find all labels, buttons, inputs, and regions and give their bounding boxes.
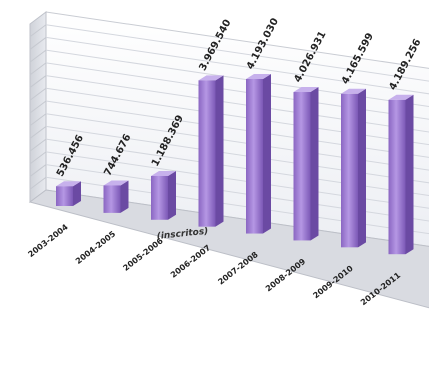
gridline <box>45 100 429 158</box>
gridline <box>29 176 47 190</box>
gridline <box>45 87 429 146</box>
bar <box>293 87 319 241</box>
gridlines <box>29 24 429 235</box>
bar <box>198 75 224 227</box>
gridline <box>29 87 47 101</box>
gridline <box>45 36 429 95</box>
gridline <box>29 164 47 177</box>
gridline <box>45 138 429 197</box>
gridline <box>29 75 47 88</box>
bar <box>341 88 366 248</box>
bar <box>246 74 271 234</box>
gridline <box>29 62 47 76</box>
category-label: 2003-2004 <box>26 222 70 259</box>
gridline <box>45 49 429 108</box>
bar <box>388 94 414 255</box>
gridline <box>29 126 47 139</box>
gridline <box>45 125 429 184</box>
gridline <box>29 37 47 50</box>
category-label: 2006-2007 <box>169 243 212 280</box>
gridline <box>45 151 429 209</box>
bar <box>103 180 129 213</box>
gridline <box>29 113 47 127</box>
gridline <box>45 164 429 222</box>
bars <box>56 74 414 255</box>
gridline <box>29 49 47 63</box>
gridline <box>29 24 47 38</box>
gridline <box>45 113 429 171</box>
gridline <box>45 62 429 120</box>
gridline <box>29 138 47 152</box>
gridline <box>29 151 47 165</box>
bar <box>56 181 81 206</box>
floor <box>28 189 429 309</box>
gridline <box>45 75 429 133</box>
bar <box>151 170 176 220</box>
gridline <box>29 100 47 114</box>
category-label: 2004-2005 <box>74 229 118 266</box>
gridline <box>45 24 429 82</box>
